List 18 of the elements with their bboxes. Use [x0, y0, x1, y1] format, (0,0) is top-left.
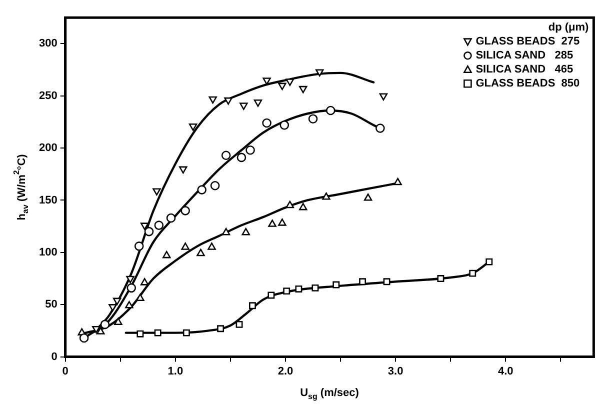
y-tick-label: 100	[38, 246, 58, 258]
y-tick-label: 250	[38, 90, 58, 102]
y-tick-label: 0	[51, 350, 58, 363]
x-tick-label: 4.0	[498, 365, 514, 378]
x-tick-label: 1.0	[168, 365, 184, 378]
y-tick-label: 300	[38, 38, 58, 50]
legend-title: dp (μm)	[548, 22, 590, 34]
legend-label: SILICA SAND 285	[476, 50, 574, 62]
x-tick-label: 0	[62, 365, 68, 378]
y-tick-label: 150	[38, 194, 58, 206]
x-tick-label: 3.0	[388, 365, 404, 378]
legend-label: SILICA SAND 465	[476, 64, 574, 76]
x-tick-label: 2.0	[278, 365, 294, 378]
y-axis-title: hav (W/m2°C)	[12, 154, 30, 220]
legend-label: GLASS BEADS 275	[476, 36, 580, 48]
legend-label: GLASS BEADS 850	[476, 78, 580, 90]
y-tick-label: 200	[38, 142, 58, 154]
y-tick-label: 50	[45, 298, 58, 311]
